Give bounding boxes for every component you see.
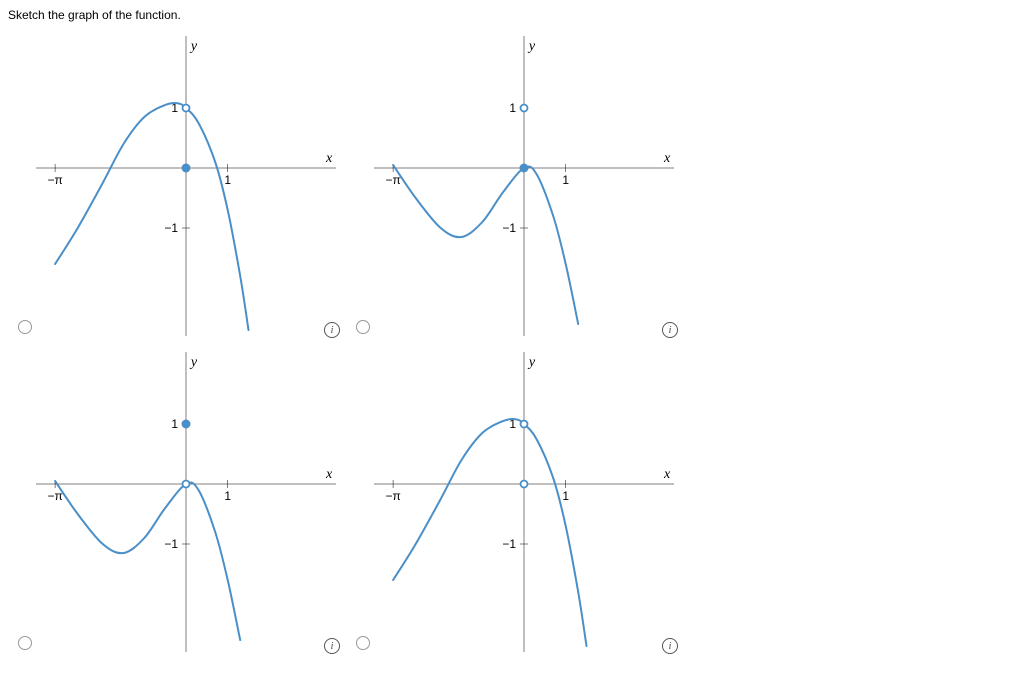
x-tick-label: −π [385,173,400,187]
option-radio[interactable] [356,636,370,650]
y-axis-label: y [189,39,198,54]
y-tick-label: 1 [509,101,516,115]
y-tick-label: −1 [164,537,178,551]
x-axis-label: x [325,467,333,482]
option-radio[interactable] [356,320,370,334]
x-tick-label: 1 [562,173,569,187]
x-tick-label: 1 [562,489,569,503]
x-tick-label: 1 [224,173,231,187]
info-icon[interactable]: i [662,638,678,654]
point-open [521,105,528,112]
y-tick-label: −1 [502,221,516,235]
plot-container: −π 1 1 −1 x y [36,352,336,652]
plot-a: −π11−1xy [36,36,336,336]
point-open [183,481,190,488]
info-icon[interactable]: i [324,638,340,654]
plot-b: −π 1 1 −1 x y [374,36,674,336]
plot-container: −π 1 1 −1 x y [374,36,674,336]
y-axis-label: y [189,355,198,370]
y-tick-label: −1 [164,221,178,235]
point-filled [182,164,190,172]
x-axis-label: x [325,151,333,166]
point-open [183,105,190,112]
x-axis-label: x [663,467,671,482]
curve [393,419,586,646]
option-radio[interactable] [18,320,32,334]
x-tick-label: −π [47,489,62,503]
point-filled [520,164,528,172]
info-icon[interactable]: i [324,322,340,338]
point-filled [182,420,190,428]
y-tick-label: 1 [171,417,178,431]
x-tick-label: −π [385,489,400,503]
x-axis-label: x [663,151,671,166]
plot-d: −π11−1xy [374,352,674,652]
x-tick-label: 1 [224,489,231,503]
x-tick-label: −π [47,173,62,187]
curve [393,165,578,324]
option-c: −π 1 1 −1 x y i [8,344,346,660]
y-axis-label: y [527,39,536,54]
plot-container: −π11−1xy [374,352,674,652]
option-a: −π11−1xyi [8,28,346,344]
point-open [521,481,528,488]
plot-container: −π11−1xy [36,36,336,336]
y-tick-label: −1 [502,537,516,551]
y-axis-label: y [527,355,536,370]
point-open [521,421,528,428]
option-b: −π 1 1 −1 x y i [346,28,684,344]
curve [55,103,248,330]
option-radio[interactable] [18,636,32,650]
plot-c: −π 1 1 −1 x y [36,352,336,652]
options-grid: −π11−1xyi−π11−1xyi−π11−1xyi−π11−1xyi [8,28,1016,660]
option-d: −π11−1xyi [346,344,684,660]
curve [55,481,240,640]
question-prompt: Sketch the graph of the function. [8,8,1016,22]
info-icon[interactable]: i [662,322,678,338]
